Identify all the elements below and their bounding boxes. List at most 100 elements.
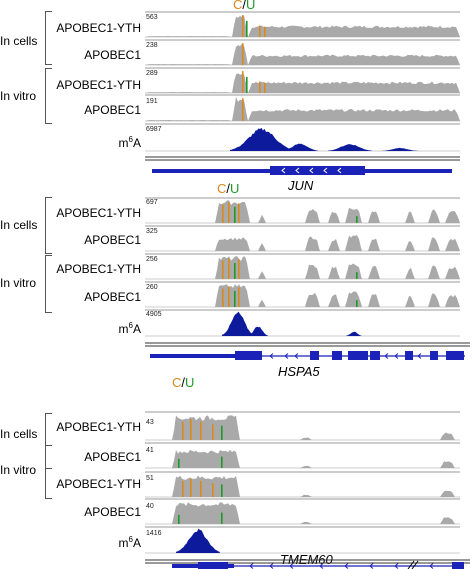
base-change-mark — [238, 259, 240, 279]
coverage-area — [215, 256, 460, 279]
track-scale: 4905 — [146, 311, 162, 318]
track-label-m6a: m6A — [118, 321, 141, 336]
track-label-apobec1: APOBEC1 — [84, 505, 141, 519]
coverage-area — [215, 235, 460, 251]
gene-model-exon — [270, 166, 365, 175]
coverage-area — [145, 15, 460, 37]
m6a-peak — [248, 326, 268, 336]
in-vitro-bracket — [45, 445, 52, 499]
track-scale: 40 — [146, 503, 154, 510]
axis-break-mark — [407, 560, 419, 569]
base-change-mark — [221, 425, 223, 440]
strand-arrow — [269, 353, 274, 359]
track-scale: 6987 — [146, 126, 162, 133]
strand-arrow — [281, 167, 286, 174]
strand-arrow — [337, 167, 342, 174]
base-change-mark — [222, 260, 224, 279]
strand-arrow — [289, 563, 294, 569]
track-scale: 51 — [146, 475, 154, 482]
strand-arrow — [384, 353, 389, 359]
m6a-peak — [346, 331, 362, 336]
coverage-area — [172, 449, 455, 468]
gene-model-exon — [198, 562, 228, 569]
strand-arrow — [269, 563, 274, 569]
cu-label: C/U — [233, 0, 256, 12]
track-layer — [145, 11, 460, 554]
track-scale: 191 — [146, 98, 158, 105]
gene-model-exon — [452, 562, 464, 569]
group-label-in-cells: In cells — [0, 218, 38, 232]
base-change-mark — [242, 98, 244, 121]
track-label-apobec1: APOBEC1 — [84, 103, 141, 117]
track-scale: 289 — [146, 70, 158, 77]
strand-arrow — [323, 167, 328, 174]
base-change-mark — [222, 288, 224, 307]
strand-arrow — [309, 167, 314, 174]
m6a-peak — [222, 311, 254, 336]
strand-arrow — [394, 353, 399, 359]
base-change-mark — [238, 287, 240, 307]
gene-name: JUN — [288, 178, 314, 193]
track-scale: 41 — [146, 447, 154, 454]
track-scale: 1416 — [146, 530, 162, 537]
gene-model-exon — [332, 351, 342, 360]
group-label-in-vitro: In vitro — [0, 276, 37, 290]
track-scale: 260 — [146, 284, 158, 291]
m6a-peak — [328, 144, 372, 151]
coverage-area — [215, 284, 460, 307]
track-label-apobec1: APOBEC1 — [84, 290, 141, 304]
coverage-area — [172, 475, 455, 497]
base-change-mark — [234, 290, 236, 307]
strand-arrow — [249, 563, 254, 569]
track-label-apobec1-yth: APOBEC1-YTH — [56, 21, 141, 35]
cu-label: C/U — [172, 375, 195, 390]
base-change-mark — [228, 286, 230, 307]
base-change-mark — [259, 81, 261, 93]
coverage-area — [172, 502, 455, 524]
in-vitro-bracket — [45, 255, 52, 313]
base-change-mark — [234, 262, 236, 279]
base-change-mark — [178, 514, 180, 524]
base-change-mark — [356, 216, 358, 223]
strand-arrow — [294, 353, 299, 359]
strand-arrow — [369, 563, 374, 569]
track-label-m6a: m6A — [118, 535, 141, 550]
coverage-area — [145, 97, 460, 121]
track-scale: 43 — [146, 419, 154, 426]
track-label-apobec1-yth: APOBEC1-YTH — [56, 262, 141, 276]
m6a-peak — [382, 147, 418, 151]
strand-arrow — [417, 353, 422, 359]
base-change-mark — [259, 25, 261, 37]
track-scale: 563 — [146, 14, 158, 21]
base-change-mark — [200, 480, 202, 497]
strand-arrow — [284, 353, 289, 359]
cu-label: C/U — [217, 181, 240, 196]
gene-model-utr — [150, 354, 235, 358]
base-change-mark — [234, 206, 236, 223]
base-change-mark — [222, 204, 224, 223]
base-change-mark — [356, 272, 358, 279]
gene-models — [145, 156, 470, 569]
base-change-mark — [190, 419, 192, 440]
base-change-mark — [212, 483, 214, 497]
gene-model-exon — [348, 351, 368, 360]
base-change-mark — [264, 82, 266, 93]
track-scale: 256 — [146, 256, 158, 263]
track-label-apobec1-yth: APOBEC1-YTH — [56, 477, 141, 491]
base-change-mark — [178, 458, 180, 468]
base-change-mark — [221, 456, 223, 468]
strand-arrow — [394, 563, 399, 569]
strand-arrow — [295, 167, 300, 174]
m6a-peak — [176, 528, 220, 553]
gene-model-exon — [370, 351, 380, 360]
m6a-peak — [282, 143, 318, 151]
base-change-mark — [228, 202, 230, 223]
in-cells-bracket — [45, 197, 52, 254]
gene-model-exon — [430, 351, 438, 360]
group-label-in-vitro: In vitro — [0, 89, 37, 103]
group-label-in-cells: In cells — [0, 427, 38, 441]
track-label-apobec1-yth: APOBEC1-YTH — [56, 420, 141, 434]
base-change-mark — [246, 76, 248, 93]
base-change-mark — [242, 43, 244, 65]
